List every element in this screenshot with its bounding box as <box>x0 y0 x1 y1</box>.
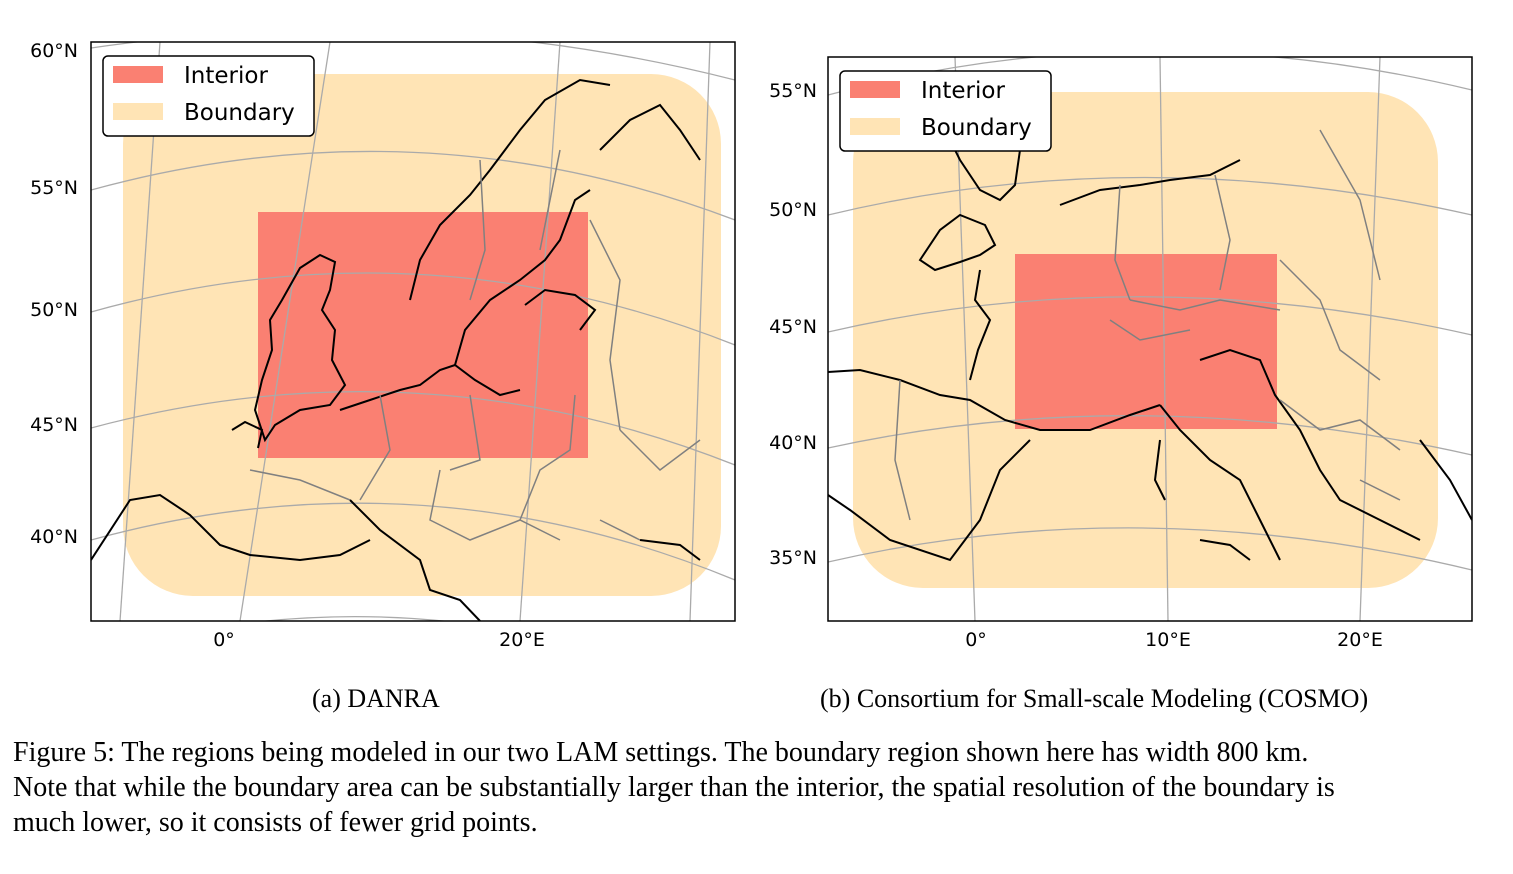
lat-label: 35°N <box>769 547 817 569</box>
country-borders <box>894 129 1401 521</box>
lat-label: 55°N <box>769 80 817 102</box>
legend-label-interior: Interior <box>184 63 268 89</box>
map-frame <box>827 56 1473 622</box>
caption-line: much lower, so it consists of fewer grid… <box>13 807 538 838</box>
legend: Interior Boundary <box>102 55 315 137</box>
legend-swatch-interior <box>113 66 163 83</box>
interior-region <box>258 212 588 458</box>
lat-label: 45°N <box>30 414 78 436</box>
lon-label: 10°E <box>1145 629 1191 651</box>
lon-label: 20°E <box>499 629 545 651</box>
figure-caption: Figure 5: The regions being modeled in o… <box>13 735 1503 840</box>
lon-label: 0° <box>965 629 987 651</box>
caption-line: Figure 5: The regions being modeled in o… <box>13 737 1309 768</box>
lat-label: 40°N <box>30 526 78 548</box>
legend-swatch-boundary <box>850 118 900 135</box>
legend-swatch-boundary <box>113 103 163 120</box>
lat-label: 50°N <box>30 299 78 321</box>
legend-label-boundary: Boundary <box>184 100 295 126</box>
caption-line: Note that while the boundary area can be… <box>13 772 1335 803</box>
legend-swatch-interior <box>850 81 900 98</box>
lon-label: 0° <box>213 629 235 651</box>
interior-region <box>1015 254 1277 429</box>
legend-label-boundary: Boundary <box>921 115 1032 141</box>
lat-label: 40°N <box>769 432 817 454</box>
map-panel-cosmo: 55°N 50°N 45°N 40°N 35°N 0° 10°E 20°E In… <box>769 56 1473 651</box>
legend-label-interior: Interior <box>921 78 1005 104</box>
lat-label: 45°N <box>769 316 817 338</box>
graticule <box>91 42 735 621</box>
legend: Interior Boundary <box>839 70 1052 152</box>
map-panel-danra: 60°N 55°N 50°N 45°N 40°N 0° 20°E Interio… <box>30 40 736 651</box>
lon-label: 20°E <box>1337 629 1383 651</box>
lat-label: 60°N <box>30 40 78 62</box>
lat-label: 50°N <box>769 199 817 221</box>
country-borders <box>249 149 701 541</box>
map-frame <box>90 41 736 622</box>
lat-label: 55°N <box>30 177 78 199</box>
subcaption-b: (b) Consortium for Small-scale Modeling … <box>820 684 1369 713</box>
subcaption-a: (a) DANRA <box>312 684 440 713</box>
